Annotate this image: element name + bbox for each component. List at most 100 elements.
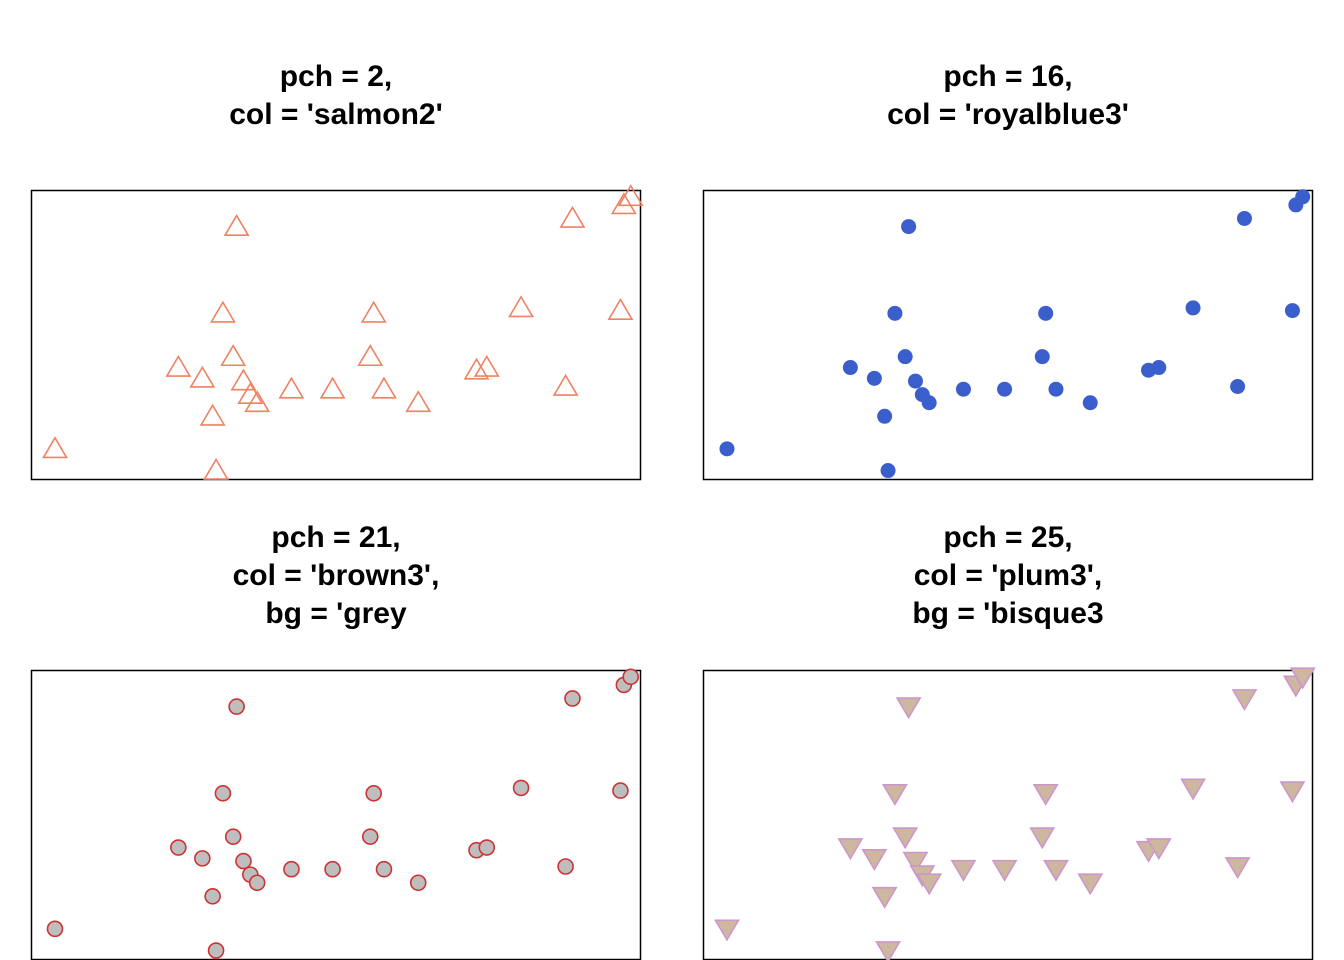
scatter-plot [30, 184, 644, 481]
data-point [512, 779, 530, 797]
data-point [463, 357, 490, 380]
data-point [1224, 857, 1251, 880]
data-point [365, 785, 382, 802]
data-point [1043, 859, 1069, 882]
data-point [880, 463, 896, 479]
panel-pch2: pch = 2, col = 'salmon2' [0, 0, 672, 481]
data-point [1048, 381, 1064, 397]
data-point [559, 205, 586, 228]
data-point [902, 851, 929, 874]
data-point [170, 839, 187, 856]
data-point [1077, 873, 1104, 896]
title-line-2: col = 'plum3', [913, 559, 1103, 592]
panel-pch25: pch = 25, col = 'plum3', bg = 'bisque3 [672, 480, 1344, 960]
title-line-1: pch = 2, [279, 60, 393, 93]
data-point [1236, 210, 1252, 226]
data-point [1284, 303, 1300, 319]
data-point [209, 300, 236, 323]
title-line-2: col = 'royalblue3' [887, 98, 1129, 131]
data-point [610, 192, 637, 215]
data-point [916, 873, 943, 896]
data-point [361, 828, 379, 845]
data-point [607, 298, 634, 320]
data-point [214, 785, 232, 802]
data-point [235, 852, 252, 870]
data-point [204, 888, 221, 905]
data-point [622, 668, 640, 686]
data-point [895, 697, 922, 720]
data-point [189, 365, 216, 388]
data-point [409, 874, 427, 892]
data-point [1029, 827, 1056, 850]
data-point [478, 839, 496, 856]
data-point [278, 376, 305, 399]
data-point [46, 920, 64, 938]
data-point [612, 782, 629, 799]
data-point [866, 370, 882, 386]
data-point [1180, 778, 1207, 801]
data-point [1230, 378, 1246, 394]
data-point [892, 827, 919, 850]
data-point [1231, 689, 1258, 712]
title-line-1: pch = 21, [271, 521, 401, 554]
data-point [230, 368, 257, 391]
data-point [1082, 395, 1098, 411]
data-point [405, 390, 432, 413]
plot-frame [30, 669, 642, 960]
data-point [991, 859, 1018, 882]
data-point [508, 295, 535, 318]
title-line-3: bg = 'grey [265, 597, 407, 630]
data-point [223, 214, 250, 236]
title-line-2: col = 'brown3', [232, 559, 440, 592]
data-point [881, 783, 908, 806]
data-point [1295, 189, 1311, 205]
data-point [194, 850, 211, 867]
data-point [473, 354, 500, 377]
plot-frame [702, 189, 1314, 481]
data-point [199, 403, 226, 426]
data-point [907, 373, 923, 389]
panel-pch16: pch = 16, col = 'royalblue3' [672, 0, 1344, 481]
data-point [897, 349, 913, 365]
data-point [901, 219, 917, 235]
data-point [875, 941, 902, 960]
data-point [244, 390, 271, 413]
data-point [871, 886, 898, 909]
data-point [357, 344, 384, 367]
data-point [228, 698, 245, 715]
panel-pch21: pch = 21, col = 'brown3', bg = 'grey [0, 480, 672, 960]
data-point [324, 860, 341, 878]
data-point [319, 376, 346, 399]
panel-title: pch = 21, col = 'brown3', bg = 'grey [0, 519, 672, 633]
plot-frame [30, 189, 642, 481]
data-point [950, 859, 977, 882]
data-point [877, 408, 893, 424]
data-point [861, 848, 888, 871]
data-point [557, 858, 574, 875]
data-point [719, 441, 735, 457]
data-point [1034, 349, 1050, 365]
data-point [714, 919, 740, 942]
data-point [552, 373, 579, 396]
data-point [564, 690, 581, 707]
data-point [220, 344, 247, 367]
data-point [360, 300, 387, 323]
data-point [203, 457, 230, 480]
data-point [1185, 300, 1201, 316]
plot-frame [702, 669, 1314, 960]
data-point [1289, 667, 1316, 690]
data-point [997, 381, 1013, 397]
data-point [921, 395, 937, 411]
title-line-2: col = 'salmon2' [229, 98, 443, 131]
scatter-plot [30, 668, 642, 960]
title-line-3: bg = 'bisque3 [912, 597, 1104, 630]
data-point [1038, 305, 1054, 321]
data-point [842, 360, 858, 376]
panel-title: pch = 25, col = 'plum3', bg = 'bisque3 [672, 519, 1344, 633]
scatter-plot [702, 667, 1316, 960]
data-point [1151, 360, 1167, 376]
data-point [1145, 838, 1172, 861]
data-point [955, 381, 971, 397]
data-point [1032, 783, 1059, 806]
title-line-1: pch = 16, [943, 60, 1073, 93]
